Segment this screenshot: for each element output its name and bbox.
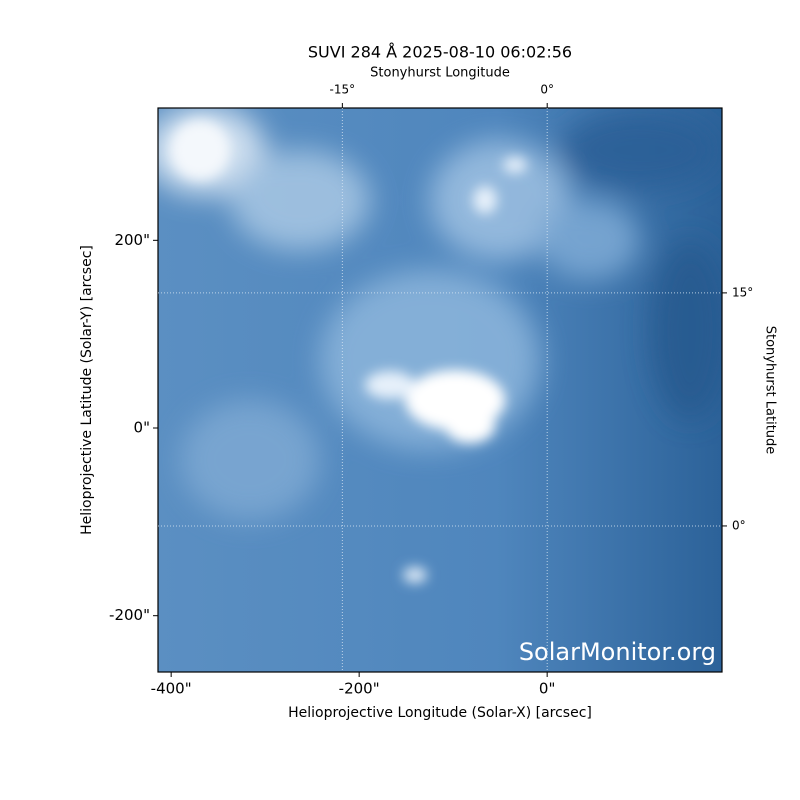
x-tick-label: 0" <box>539 680 555 698</box>
y-tick-label: 200" <box>114 231 150 249</box>
y2-tick-label: 15° <box>732 285 753 299</box>
y-axis-label: Helioprojective Latitude (Solar-Y) [arcs… <box>79 245 95 535</box>
x2-tick-label: 0° <box>540 83 554 97</box>
plot-frame <box>157 107 723 673</box>
x-tick-label: -200" <box>339 680 380 698</box>
x-tick-label: -400" <box>151 680 192 698</box>
y2-tick-label: 0° <box>732 518 746 532</box>
watermark: SolarMonitor.org <box>519 638 716 666</box>
y2-axis-label: Stonyhurst Latitude <box>763 326 778 455</box>
x2-axis-label: Stonyhurst Longitude <box>370 66 510 81</box>
chart-title: SUVI 284 Å 2025-08-10 06:02:56 <box>308 43 572 62</box>
x-axis-label: Helioprojective Longitude (Solar-X) [arc… <box>288 705 592 721</box>
y-tick-label: -200" <box>109 606 150 624</box>
solar-image <box>158 108 722 672</box>
y-tick-label: 0" <box>134 419 150 437</box>
x2-tick-label: -15° <box>330 83 356 97</box>
